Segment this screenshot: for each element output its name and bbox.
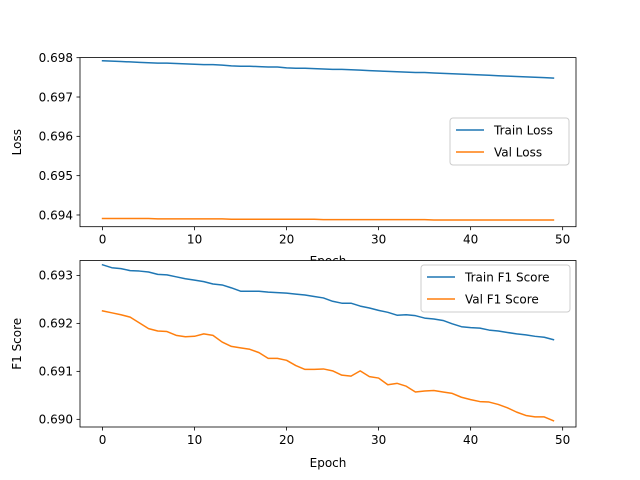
- loss-y-tick-label: 0.698: [39, 51, 73, 65]
- f1-x-ticks: 0 10 20 30 40 50: [99, 427, 570, 447]
- f1-y-ticks: 0.690 0.691 0.692 0.693: [39, 269, 80, 427]
- f1-y-tick-label: 0.691: [39, 365, 73, 379]
- loss-x-tick-label: 50: [555, 233, 570, 247]
- train-f1-line: [101, 263, 555, 341]
- loss-y-tick-label: 0.696: [39, 130, 73, 144]
- train-loss-line: [101, 59, 555, 79]
- f1-y-tick-label: 0.693: [39, 269, 73, 283]
- f1-x-tick-label: 20: [279, 433, 294, 447]
- f1-x-tick-label: 10: [187, 433, 202, 447]
- loss-y-ticks: 0.694 0.695 0.696 0.697 0.698: [39, 51, 80, 222]
- val-f1-line: [101, 309, 555, 422]
- loss-x-tick-label: 0: [99, 233, 107, 247]
- f1-y-tick-label: 0.690: [39, 413, 73, 427]
- loss-chart: 0 10 20 30 40 50 0.694 0.695 0.696 0.697…: [10, 51, 577, 268]
- loss-x-tick-label: 30: [371, 233, 386, 247]
- loss-y-tick-label: 0.695: [39, 169, 73, 183]
- val-loss-line: [101, 217, 555, 221]
- f1-legend-box: [420, 264, 571, 313]
- loss-y-tick-label: 0.697: [39, 90, 73, 104]
- f1-y-axis-label: F1 Score: [10, 318, 24, 370]
- f1-legend: Train F1 Score Val F1 Score: [420, 264, 571, 313]
- f1-x-tick-label: 50: [555, 433, 570, 447]
- loss-y-tick-label: 0.694: [39, 208, 73, 222]
- loss-series-lines: [101, 59, 555, 221]
- f1-chart: 0 10 20 30 40 50 0.690 0.691 0.692 0.693…: [10, 260, 577, 470]
- loss-gridless-ticks: 0 10 20 30 40 50 0.694 0.695 0.696 0.697…: [39, 51, 571, 247]
- f1-legend-label: Train F1 Score: [464, 271, 550, 285]
- f1-x-tick-label: 30: [371, 433, 386, 447]
- f1-axes-frame: [79, 260, 577, 428]
- f1-x-tick-label: 40: [463, 433, 478, 447]
- f1-y-tick-label: 0.692: [39, 317, 73, 331]
- loss-x-tick-label: 10: [187, 233, 202, 247]
- loss-x-tick-label: 20: [279, 233, 294, 247]
- loss-x-ticks: 0 10 20 30 40 50: [99, 226, 570, 247]
- f1-x-tick-label: 0: [99, 433, 107, 447]
- loss-legend-label: Train Loss: [493, 124, 553, 138]
- loss-legend: Train Loss Val Loss: [449, 117, 570, 166]
- loss-legend-label: Val Loss: [494, 146, 542, 160]
- f1-series-lines: [101, 263, 555, 422]
- loss-x-tick-label: 40: [463, 233, 478, 247]
- f1-legend-label: Val F1 Score: [465, 293, 539, 307]
- loss-y-axis-label: Loss: [10, 129, 24, 155]
- loss-axes-frame: [79, 57, 577, 228]
- f1-x-axis-label: Epoch: [310, 456, 347, 470]
